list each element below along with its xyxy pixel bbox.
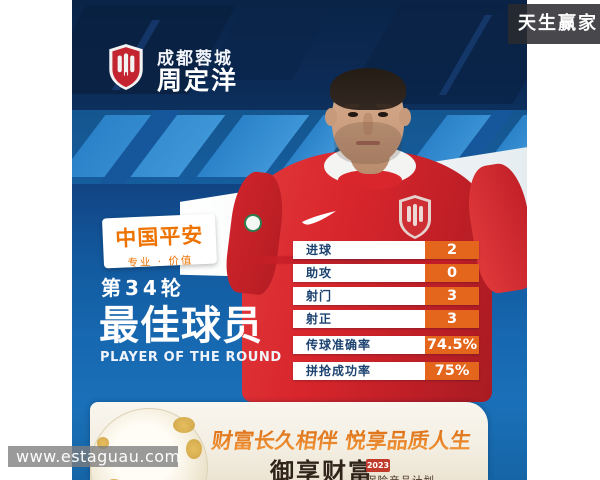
player-nose [363,113,373,135]
promo-banner: 财富长久相伴 悦享品质人生 御享财富 2023 保险产品计划 [90,402,488,480]
stat-row-shots: 射门 3 [293,287,479,305]
promo-year-seal: 2023 [366,459,390,472]
stat-value: 2 [425,241,479,259]
stat-label: 射正 [293,310,425,328]
stat-label: 射门 [293,287,425,305]
award-title: 最佳球员 [99,303,263,349]
promo-headline: 财富长久相伴 悦享品质人生 [210,425,474,455]
nike-swoosh-icon [302,211,336,225]
stat-label: 进球 [293,241,425,259]
player-name: 周定洋 [157,66,239,95]
player-eye [378,112,388,117]
jersey-collar-inner [338,170,402,190]
stat-value: 75% [425,362,479,380]
sponsor-box: 中国平安 专业 · 价值 [101,213,218,269]
league-patch-icon [244,214,262,232]
gold-plate-decor [90,408,208,480]
stat-label: 拼抢成功率 [293,362,425,380]
promo-product-name: 御享财富 [270,457,374,480]
stat-row-goals: 进球 2 [293,241,479,259]
stat-value: 3 [425,310,479,328]
stat-value: 0 [425,264,479,282]
channel-badge: 天生赢家 [508,4,600,44]
player-hair [330,68,406,110]
chest-crest-icon [399,195,431,239]
sponsor-brand: 中国平安 [114,223,204,251]
club-crest-icon [109,44,143,90]
round-label: 第34轮 [101,276,185,300]
stat-value: 74.5% [425,336,479,354]
promo-description: 保险产品计划 [366,473,435,480]
stat-label: 传球准确率 [293,336,425,354]
stat-row-shots-on-target: 射正 3 [293,310,479,328]
player-eye [348,112,358,117]
player-mouth [356,141,380,145]
stat-value: 3 [425,287,479,305]
player-ear [399,108,411,126]
team-name: 成都蓉城 [157,49,233,69]
player-ear [325,108,337,126]
stat-row-pass-accuracy: 传球准确率 74.5% [293,336,479,354]
site-watermark: www.estaguau.com [8,446,180,467]
stat-label: 助攻 [293,264,425,282]
red-streak-decor [240,256,478,264]
award-subtitle: PLAYER OF THE ROUND [100,350,282,365]
poster-card: © photos ·· ··· ·· ···· 成都蓉城 周定洋 [72,0,527,480]
stat-row-assists: 助攻 0 [293,264,479,282]
stat-row-tackle-success: 拼抢成功率 75% [293,362,479,380]
